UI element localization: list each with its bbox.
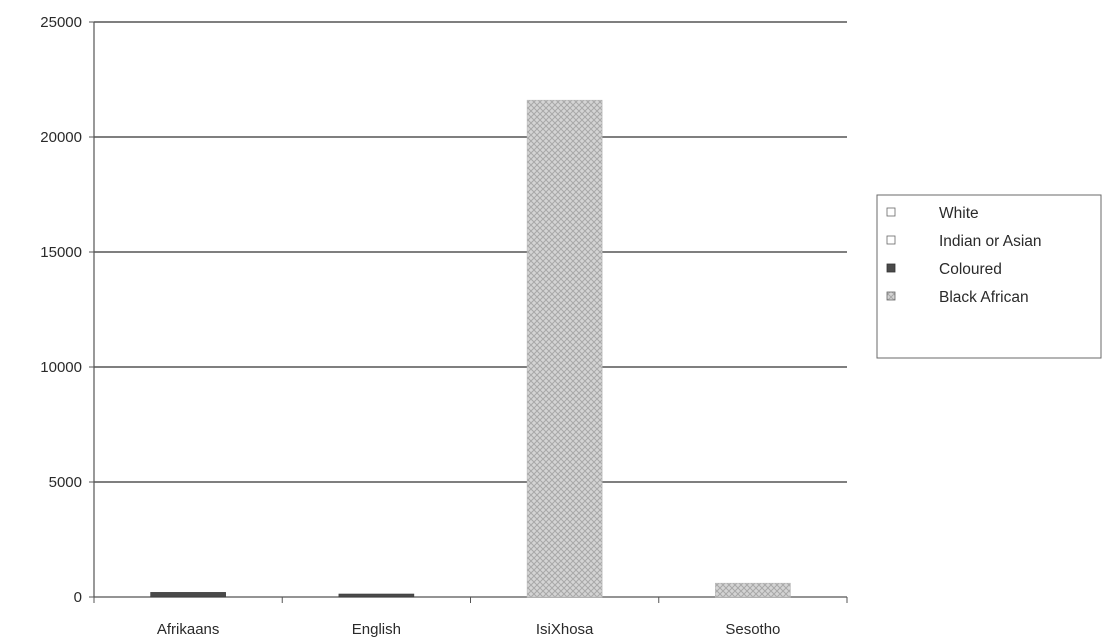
- legend-item: White: [886, 205, 979, 222]
- legend-swatch: [886, 263, 896, 273]
- legend-label: Indian or Asian: [939, 233, 1042, 250]
- bars: [150, 99, 791, 598]
- legend-item: Black African: [886, 289, 1029, 306]
- y-tick-label: 10000: [40, 359, 82, 376]
- bar-black-african-sesotho: [715, 582, 791, 598]
- y-tick-label: 25000: [40, 14, 82, 31]
- legend-swatch: [886, 291, 896, 301]
- gridlines: [94, 21, 847, 483]
- x-tick-labels: Afrikaans English IsiXhosa Sesotho: [157, 621, 781, 638]
- bar-black-african-isixhosa: [526, 99, 603, 598]
- y-tick-label: 15000: [40, 244, 82, 261]
- x-tick-label: Afrikaans: [157, 621, 220, 638]
- legend-label: Black African: [939, 289, 1029, 306]
- legend-label: Coloured: [939, 261, 1002, 278]
- y-tick-label: 0: [74, 589, 82, 606]
- legend-label: White: [939, 205, 979, 222]
- legend: White Indian or Asian Coloured Black Africa…: [876, 194, 1102, 359]
- legend-swatch: [886, 235, 896, 245]
- y-tick-label: 5000: [49, 474, 82, 491]
- bar-coloured-english: [338, 593, 415, 598]
- bar-coloured-afrikaans: [150, 592, 226, 598]
- x-tick-label: IsiXhosa: [536, 621, 594, 638]
- axes: [89, 21, 848, 603]
- legend-swatch: [886, 207, 896, 217]
- legend-item: Coloured: [886, 261, 1002, 278]
- legend-box: [876, 194, 1102, 359]
- legend-item: Indian or Asian: [886, 233, 1042, 250]
- y-tick-label: 20000: [40, 129, 82, 146]
- y-tick-labels: 0 5000 10000 15000 20000 25000: [40, 14, 82, 606]
- x-tick-label: Sesotho: [725, 621, 780, 638]
- x-tick-label: English: [352, 621, 401, 638]
